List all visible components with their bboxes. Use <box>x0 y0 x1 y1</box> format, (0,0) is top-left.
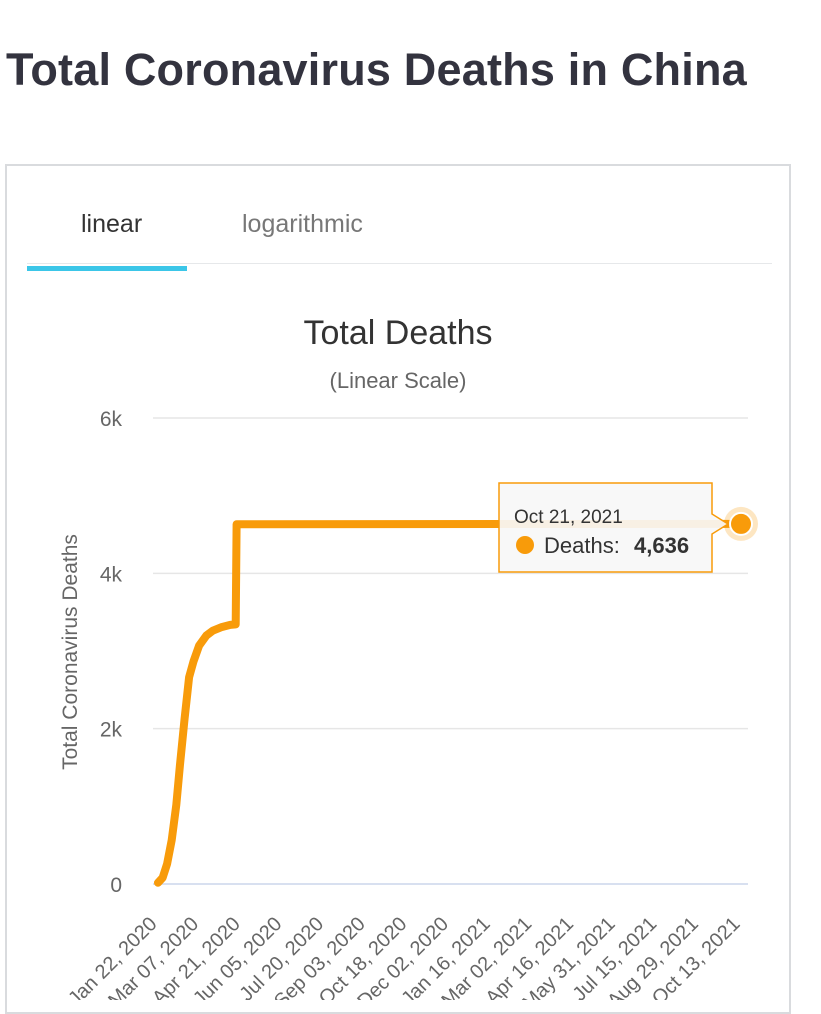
tooltip-value: 4,636 <box>634 533 689 558</box>
tooltip-box <box>498 482 730 573</box>
y-tick-label: 6k <box>100 408 123 431</box>
active-tab-indicator <box>27 266 187 271</box>
tooltip-date: Oct 21, 2021 <box>514 507 623 528</box>
chart-subtitle: (Linear Scale) <box>330 368 467 393</box>
tab-logarithmic[interactable]: logarithmic <box>242 210 363 238</box>
tooltip-series-dot <box>516 536 534 554</box>
scale-tabs: linear logarithmic <box>7 166 789 276</box>
hover-point <box>729 511 753 536</box>
series-line <box>154 519 745 887</box>
tab-linear[interactable]: linear <box>81 210 143 238</box>
chart-card: linear logarithmic <box>5 164 791 1014</box>
y-tick-label: 4k <box>100 563 123 586</box>
chart-title: Total Deaths <box>304 314 493 352</box>
tooltip-label: Deaths: <box>544 533 620 558</box>
y-tick-label: 2k <box>100 719 123 742</box>
y-tick-label: 0 <box>110 874 122 897</box>
tabs-divider <box>27 263 772 264</box>
y-axis-label: Total Coronavirus Deaths <box>59 534 82 770</box>
page-title: Total Coronavirus Deaths in China <box>6 44 747 95</box>
